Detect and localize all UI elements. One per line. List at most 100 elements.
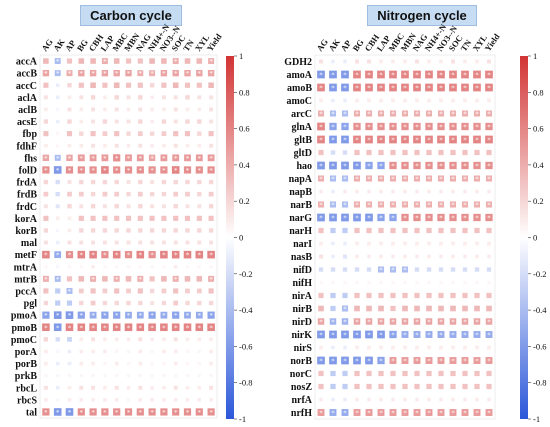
carbon-cell [173,95,178,100]
carbon-row-label: pmoB [11,323,37,334]
nitrogen-significance-star: * [487,410,491,418]
carbon-significance-star: * [150,167,154,175]
carbon-cell [196,276,203,282]
carbon-cell [162,374,166,378]
nitrogen-significance-star: * [463,72,467,80]
carbon-cell [103,349,107,354]
nitrogen-significance-star: * [379,124,383,132]
nitrogen-cell [449,83,457,92]
nitrogen-significance-star: * [463,215,467,223]
nitrogen-significance-star: * [343,85,347,93]
nitrogen-significance-star: * [403,358,407,366]
carbon-cell [173,349,178,354]
nitrogen-cell [317,175,325,182]
nitrogen-cell [414,292,420,299]
carbon-cell [183,323,192,332]
carbon-cell [207,166,215,174]
nitrogen-cell [341,122,349,131]
carbon-significance-star: * [80,409,84,417]
nitrogen-cell [365,83,373,92]
carbon-cell [136,323,145,332]
nitrogen-cell [379,280,383,285]
nitrogen-cell [389,83,397,92]
carbon-cell [56,349,60,354]
nitrogen-row-label: norC [290,369,312,380]
nitrogen-cell [342,254,348,259]
carbon-significance-star: * [68,312,72,320]
carbon-significance-star: * [68,70,72,78]
carbon-cell [67,95,72,100]
nitrogen-cell [437,213,445,222]
carbon-cell [114,300,119,306]
nitrogen-significance-star: * [475,332,479,340]
nitrogen-cell [437,318,445,325]
nitrogen-cell [403,241,407,246]
nitrogen-significance-star: * [391,358,395,366]
carbon-significance-star: * [44,312,48,320]
nitrogen-cell [425,409,433,416]
nitrogen-significance-star: * [403,72,407,80]
nitrogen-significance-star: * [367,319,371,327]
nitrogen-significance-star: * [475,176,479,184]
carbon-cell [126,361,131,366]
carbon-cell [102,179,108,185]
nitrogen-significance-star: * [487,319,491,327]
carbon-cell [161,131,167,137]
carbon-significance-star: * [162,70,166,78]
nitrogen-cell [487,189,491,194]
carbon-cell [42,323,50,332]
nitrogen-significance-star: * [451,124,455,132]
carbon-significance-star: * [139,167,143,175]
carbon-cell [171,166,180,174]
nitrogen-cell [401,110,409,117]
carbon-cell [161,215,167,221]
carbon-cell [77,166,85,174]
carbon-row-label: porB [15,359,37,370]
carbon-significance-star: * [174,58,178,66]
carbon-cell [137,215,143,221]
carbon-cell [78,58,85,64]
nitrogen-cell [330,305,336,312]
carbon-cell [103,385,107,390]
carbon-significance-star: * [139,312,143,320]
carbon-cell [160,154,168,162]
nitrogen-cell [341,305,349,312]
nitrogen-cell [439,59,443,64]
nitrogen-cell [403,189,407,194]
carbon-cell [197,179,202,185]
nitrogen-cell [425,135,433,144]
nitrogen-cell [473,122,481,131]
carbon-cell [77,408,85,416]
carbon-cell [101,311,109,319]
carbon-cell [78,276,85,282]
carbon-cell [67,119,72,124]
nitrogen-significance-star: * [451,202,455,210]
carbon-significance-star: * [139,276,143,284]
nitrogen-significance-star: * [427,319,431,327]
nitrogen-cell [379,189,383,194]
nitrogen-cell [485,213,493,222]
carbon-cell [126,143,131,148]
nitrogen-cell [317,161,325,170]
nitrogen-row-label: nirB [293,304,313,315]
carbon-colorbar-tick-label: 0.6 [239,124,250,134]
carbon-cell [208,179,214,185]
nitrogen-significance-star: * [331,202,335,210]
carbon-cell [197,300,202,306]
nitrogen-significance-star: * [391,72,395,80]
nitrogen-cell [451,397,455,402]
nitrogen-significance-star: * [331,176,335,184]
nitrogen-row-label: napA [289,174,313,185]
carbon-significance-star: * [56,276,60,284]
carbon-significance-star: * [198,324,202,332]
nitrogen-cell [427,254,431,259]
carbon-cell [160,166,168,174]
carbon-cell [150,385,154,390]
carbon-cell [185,337,190,342]
carbon-significance-star: * [162,409,166,417]
nitrogen-cell [342,150,348,155]
nitrogen-significance-star: * [343,319,347,327]
nitrogen-cell [451,280,455,285]
nitrogen-significance-star: * [355,215,359,223]
